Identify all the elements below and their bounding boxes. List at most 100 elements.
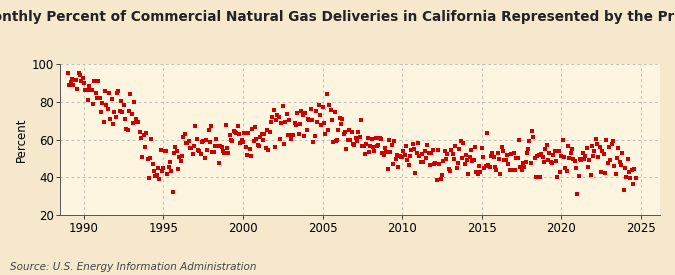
Point [503,161,514,166]
Point [211,137,222,142]
Point [263,148,273,153]
Point [483,163,494,167]
Point [190,124,200,128]
Point [81,88,92,92]
Point [350,136,361,140]
Point [593,155,604,159]
Point [254,144,265,148]
Point [404,163,414,167]
Point [416,152,427,156]
Point [148,169,159,173]
Point [225,138,236,142]
Point [606,142,617,146]
Point [114,109,125,114]
Point [561,169,572,173]
Point [234,131,244,136]
Point [456,156,467,161]
Point [448,157,459,161]
Point [616,163,626,167]
Point [68,83,78,87]
Point [502,153,512,157]
Point [337,117,348,122]
Point [346,130,357,134]
Point [86,87,97,92]
Point [577,151,588,155]
Point [298,134,309,139]
Point [243,131,254,136]
Point [136,136,146,140]
Point [464,155,475,159]
Point [622,157,633,162]
Point [472,172,483,177]
Point [341,147,352,151]
Point [332,138,343,142]
Point [458,141,468,145]
Point [620,166,630,170]
Point [255,135,266,140]
Point [500,158,511,162]
Point [198,139,209,144]
Point [595,145,605,149]
Point [333,128,344,132]
Point [126,112,137,117]
Point [482,131,493,135]
Point [147,162,158,166]
Point [221,146,232,151]
Point [552,175,563,180]
Point [463,172,474,176]
Point [150,173,161,178]
Point [105,117,116,121]
Point [219,151,230,155]
Point [163,165,174,169]
Point [200,138,211,142]
Point [496,145,507,149]
Point [78,81,89,85]
Point [452,160,463,165]
Point [199,156,210,161]
Point [367,137,377,141]
Point [537,155,548,159]
Point [340,130,350,134]
Point [157,169,167,174]
Point [573,174,584,178]
Point [115,99,126,103]
Point [305,106,316,111]
Point [446,148,456,152]
Point [525,161,536,166]
Point [312,120,323,124]
Point [315,112,325,117]
Point [361,142,372,147]
Point [251,136,262,141]
Point [485,154,496,159]
Point [531,175,541,180]
Point [121,126,132,131]
Point [495,172,506,176]
Point [390,157,401,161]
Point [92,96,103,100]
Point [516,168,527,172]
Point [165,160,176,164]
Point [394,154,405,158]
Point [99,120,109,124]
Point [508,151,519,155]
Point [284,118,295,122]
Point [324,103,335,108]
Point [280,119,291,124]
Point [369,149,380,154]
Point [536,152,547,157]
Point [107,122,118,127]
Point [529,156,540,160]
Point [609,163,620,168]
Point [103,107,113,111]
Point [566,147,577,152]
Point [252,143,263,147]
Point [244,147,255,151]
Point [89,79,100,83]
Point [562,144,573,149]
Point [592,142,603,146]
Point [425,163,435,167]
Point [353,130,364,134]
Point [491,167,502,172]
Point [205,140,215,144]
Point [533,153,544,157]
